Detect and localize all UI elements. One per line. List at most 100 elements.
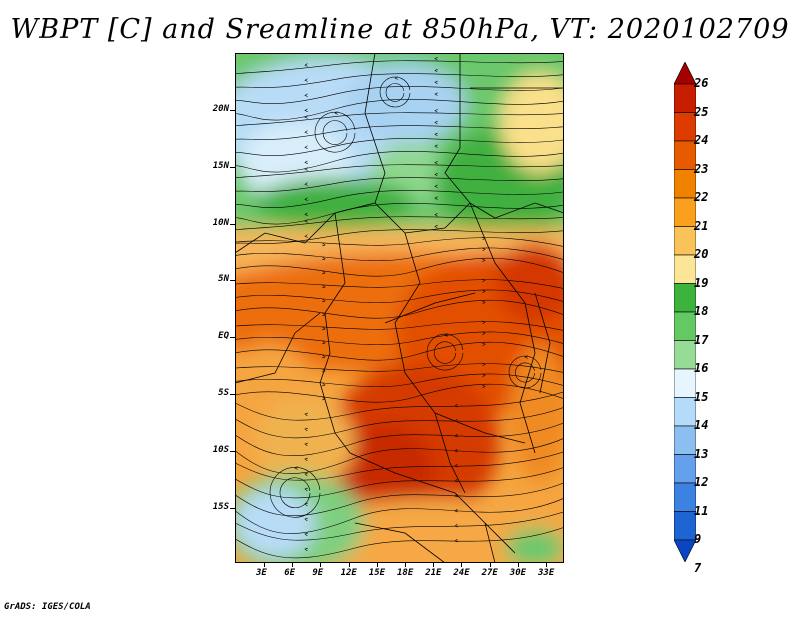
- streamline: [235, 299, 564, 319]
- lon-label: 18E: [397, 568, 414, 578]
- streamline-arrow: [322, 326, 326, 331]
- lat-label: 10N: [212, 217, 229, 228]
- streamline-arrow: [434, 172, 438, 177]
- streamline-arrow: [304, 145, 308, 149]
- lat-tick: [230, 110, 235, 111]
- streamline-arrow: [434, 92, 438, 96]
- colorbar-label: 20: [694, 247, 709, 261]
- streamline: [322, 120, 348, 145]
- streamline: [235, 383, 564, 403]
- streamline-arrow: [304, 212, 308, 216]
- streamline-arrow: [304, 93, 308, 97]
- streamline: [508, 355, 542, 389]
- streamline-arrow: [434, 57, 438, 61]
- streamline-arrow: [304, 182, 308, 186]
- streamline: [235, 164, 564, 179]
- streamline-arrow: [304, 197, 308, 201]
- streamline-arrow: [454, 538, 458, 543]
- streamline: [235, 331, 564, 346]
- country-borders: [235, 53, 564, 563]
- lon-tick: [546, 563, 547, 567]
- streamline: [235, 177, 564, 192]
- colorbar-label: 17: [694, 332, 709, 347]
- streamline-arrow: [322, 368, 326, 373]
- streamline: [235, 363, 564, 373]
- lon-label: 12E: [340, 568, 357, 578]
- streamline: [235, 247, 564, 262]
- colorbar-swatch: [674, 454, 696, 484]
- streamline: [235, 373, 564, 388]
- streamline-arrow: [322, 270, 326, 275]
- lon-tick: [292, 563, 294, 567]
- streamline-arrow: [304, 167, 308, 171]
- streamline: [235, 216, 564, 231]
- lon-label: 15E: [368, 568, 386, 578]
- lat-tick: [230, 280, 235, 282]
- map-title: WBPT [C] and Sreamline at 850hPa, VT: 20…: [10, 14, 790, 45]
- lon-label: 24E: [453, 568, 470, 578]
- streamline-arrow: [482, 289, 486, 294]
- lon-tick: [376, 563, 378, 567]
- streamline-arrow: [434, 184, 438, 189]
- lat-tick: [230, 394, 235, 395]
- colorbar-label: 9: [694, 532, 702, 546]
- lat-tick: [230, 337, 235, 339]
- lat-tick: [230, 450, 235, 452]
- wbpt-streamline-map: [235, 53, 564, 563]
- colorbar-swatch: [674, 397, 696, 427]
- colorbar-label: 11: [694, 503, 709, 518]
- lon-tick: [320, 563, 322, 567]
- streamline: [235, 138, 564, 157]
- streamline-arrow: [482, 247, 486, 252]
- lon-label: 33E: [538, 568, 555, 578]
- streamline-arrow: [304, 487, 308, 492]
- lon-label: 27E: [481, 568, 498, 578]
- streamline: [235, 497, 564, 534]
- colorbar-label: 22: [694, 190, 709, 204]
- colorbar-label: 14: [694, 418, 709, 432]
- streamline: [235, 511, 564, 541]
- streamline: [235, 257, 564, 277]
- streamline-arrow: [304, 130, 308, 134]
- streamline-arrow: [454, 478, 458, 483]
- grads-credit: GrADS: IGES/COLA: [4, 602, 91, 612]
- streamline: [235, 73, 564, 88]
- colorbar-swatch: [674, 169, 696, 199]
- colorbar-swatch: [674, 226, 696, 256]
- map-frame: [235, 53, 564, 563]
- colorbar-swatch: [674, 311, 696, 341]
- streamline-arrow: [454, 463, 458, 468]
- lon-label: 6E: [284, 568, 296, 578]
- streamline: [235, 289, 564, 304]
- streamline-arrow: [304, 234, 308, 238]
- colorbar-swatch: [674, 83, 696, 113]
- streamline-arrow: [322, 396, 326, 401]
- streamline-arrow: [482, 236, 486, 241]
- lat-label: 5S: [218, 388, 229, 398]
- streamline-arrow: [434, 68, 438, 73]
- streamline-arrow: [482, 342, 486, 347]
- temperature-field: [235, 53, 564, 563]
- streamline-arrow: [304, 472, 308, 477]
- streamline-arrow: [322, 256, 326, 261]
- streamline-arrow: [434, 109, 438, 113]
- streamline-arrow: [322, 340, 326, 345]
- streamline: [235, 466, 564, 499]
- streamline: [235, 60, 564, 75]
- streamline-arrow: [434, 120, 438, 125]
- streamline-arrow: [482, 384, 486, 389]
- streamline-arrow: [524, 355, 528, 359]
- streamline: [385, 83, 405, 102]
- streamline: [235, 150, 564, 173]
- lat-label: 10S: [212, 444, 229, 455]
- lon-tick: [264, 563, 265, 567]
- streamline-arrow: [294, 466, 298, 470]
- streamline-arrow: [482, 362, 486, 367]
- streamline-arrow: [304, 115, 308, 119]
- streamline-arrow: [322, 242, 326, 247]
- colorbar-swatch: [674, 368, 696, 398]
- lon-tick: [517, 563, 519, 567]
- colorbar: [674, 62, 696, 562]
- streamline: [235, 86, 564, 105]
- colorbar-swatch: [674, 254, 696, 284]
